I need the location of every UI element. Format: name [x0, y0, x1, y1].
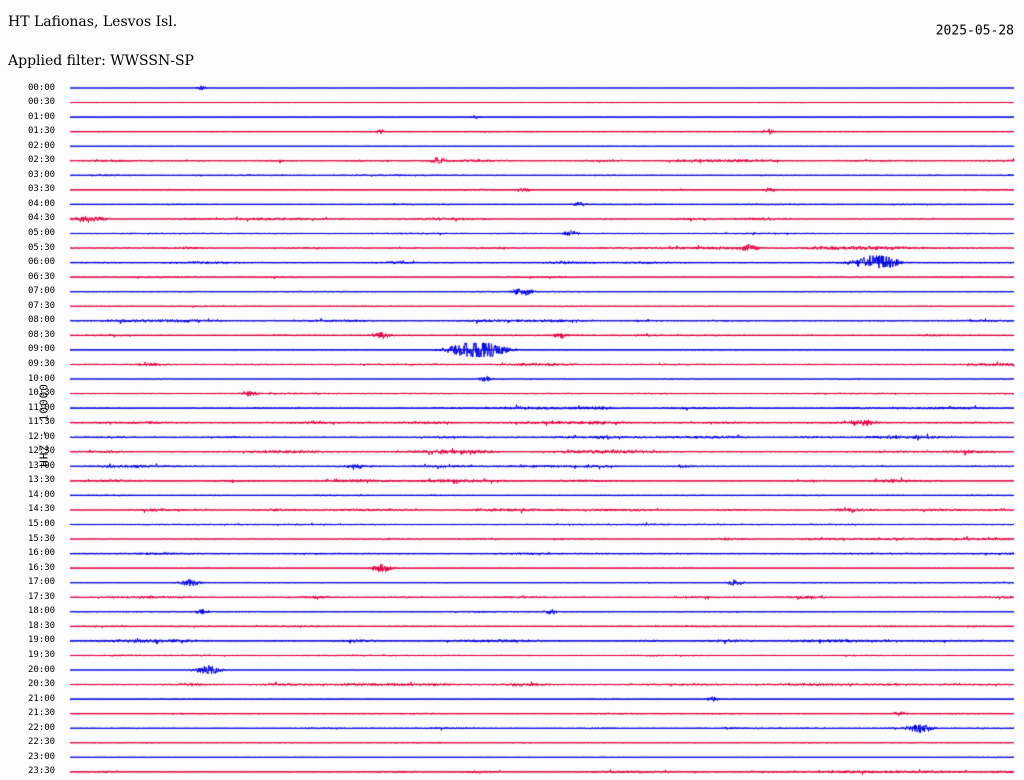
time-tick-label: 15:00: [28, 519, 56, 529]
time-tick-label: 22:00: [28, 722, 56, 733]
station-title: HT Lafionas, Lesvos Isl.: [8, 14, 178, 30]
time-tick-label: 01:30: [28, 126, 56, 137]
time-tick-label: 18:30: [28, 620, 56, 631]
time-tick-label: 05:30: [28, 242, 56, 253]
time-tick-label: 02:30: [28, 155, 56, 166]
time-tick-label: 21:00: [28, 693, 56, 704]
time-tick-label: 05:00: [28, 228, 56, 238]
time-tick-label: 11:00: [28, 402, 56, 413]
time-tick-label: 03:00: [28, 169, 56, 180]
time-tick-label: 12:30: [28, 446, 56, 457]
time-tick-label: 14:00: [28, 489, 56, 500]
time-tick-label: 20:30: [28, 679, 56, 690]
time-tick-label: 08:30: [28, 329, 56, 340]
time-tick-label: 14:30: [28, 504, 56, 515]
time-tick-label: 08:00: [28, 315, 56, 326]
time-tick-label: 06:30: [28, 271, 56, 282]
time-tick-label: 16:00: [28, 548, 56, 559]
time-tick-label: 09:30: [28, 358, 56, 369]
time-tick-label: 23:30: [28, 766, 56, 777]
time-tick-label: 02:00: [28, 140, 56, 151]
seismogram-traces: [0, 78, 1024, 778]
time-tick-label: 07:00: [28, 286, 56, 297]
record-date: 2025-05-28: [935, 23, 1014, 39]
time-tick-label: 16:30: [28, 562, 56, 573]
time-tick-label: 07:30: [28, 300, 56, 311]
time-tick-label: 13:30: [28, 475, 56, 486]
time-tick-label: 04:30: [28, 213, 56, 224]
time-tick-label: 10:30: [28, 388, 56, 399]
helicorder-plot: 00:00 00:30 01:00 01:30 02:00 02:30 03:00 03:30…: [0, 78, 1024, 778]
time-tick-label: 18:00: [28, 606, 56, 617]
time-tick-label: 06:00: [28, 257, 56, 268]
time-tick-label: 01:00: [28, 111, 56, 122]
time-tick-label: 00:00: [28, 82, 56, 93]
time-tick-label: 15:30: [28, 533, 56, 544]
time-tick-label: 20:00: [28, 664, 56, 675]
time-tick-label: 00:30: [28, 97, 56, 108]
time-tick-label: 21:30: [28, 708, 56, 719]
time-tick-label: 23:00: [28, 751, 56, 762]
filter-label: Applied filter: WWSSN-SP: [8, 53, 194, 69]
time-tick-label: 11:30: [28, 417, 56, 428]
time-tick-label: 17:30: [28, 591, 56, 602]
time-tick-label: 22:30: [28, 737, 56, 748]
time-tick-label: 19:00: [28, 635, 56, 646]
time-tick-label: 04:00: [28, 198, 56, 209]
time-tick-label: 17:00: [28, 577, 56, 588]
time-tick-label: 03:30: [28, 184, 56, 195]
time-tick-label: 10:00: [28, 373, 56, 384]
time-tick-label: 09:00: [28, 344, 56, 355]
time-tick-label: 12:00: [28, 431, 56, 442]
time-tick-label: 13:00: [28, 460, 56, 471]
time-tick-label: 19:30: [28, 649, 56, 660]
